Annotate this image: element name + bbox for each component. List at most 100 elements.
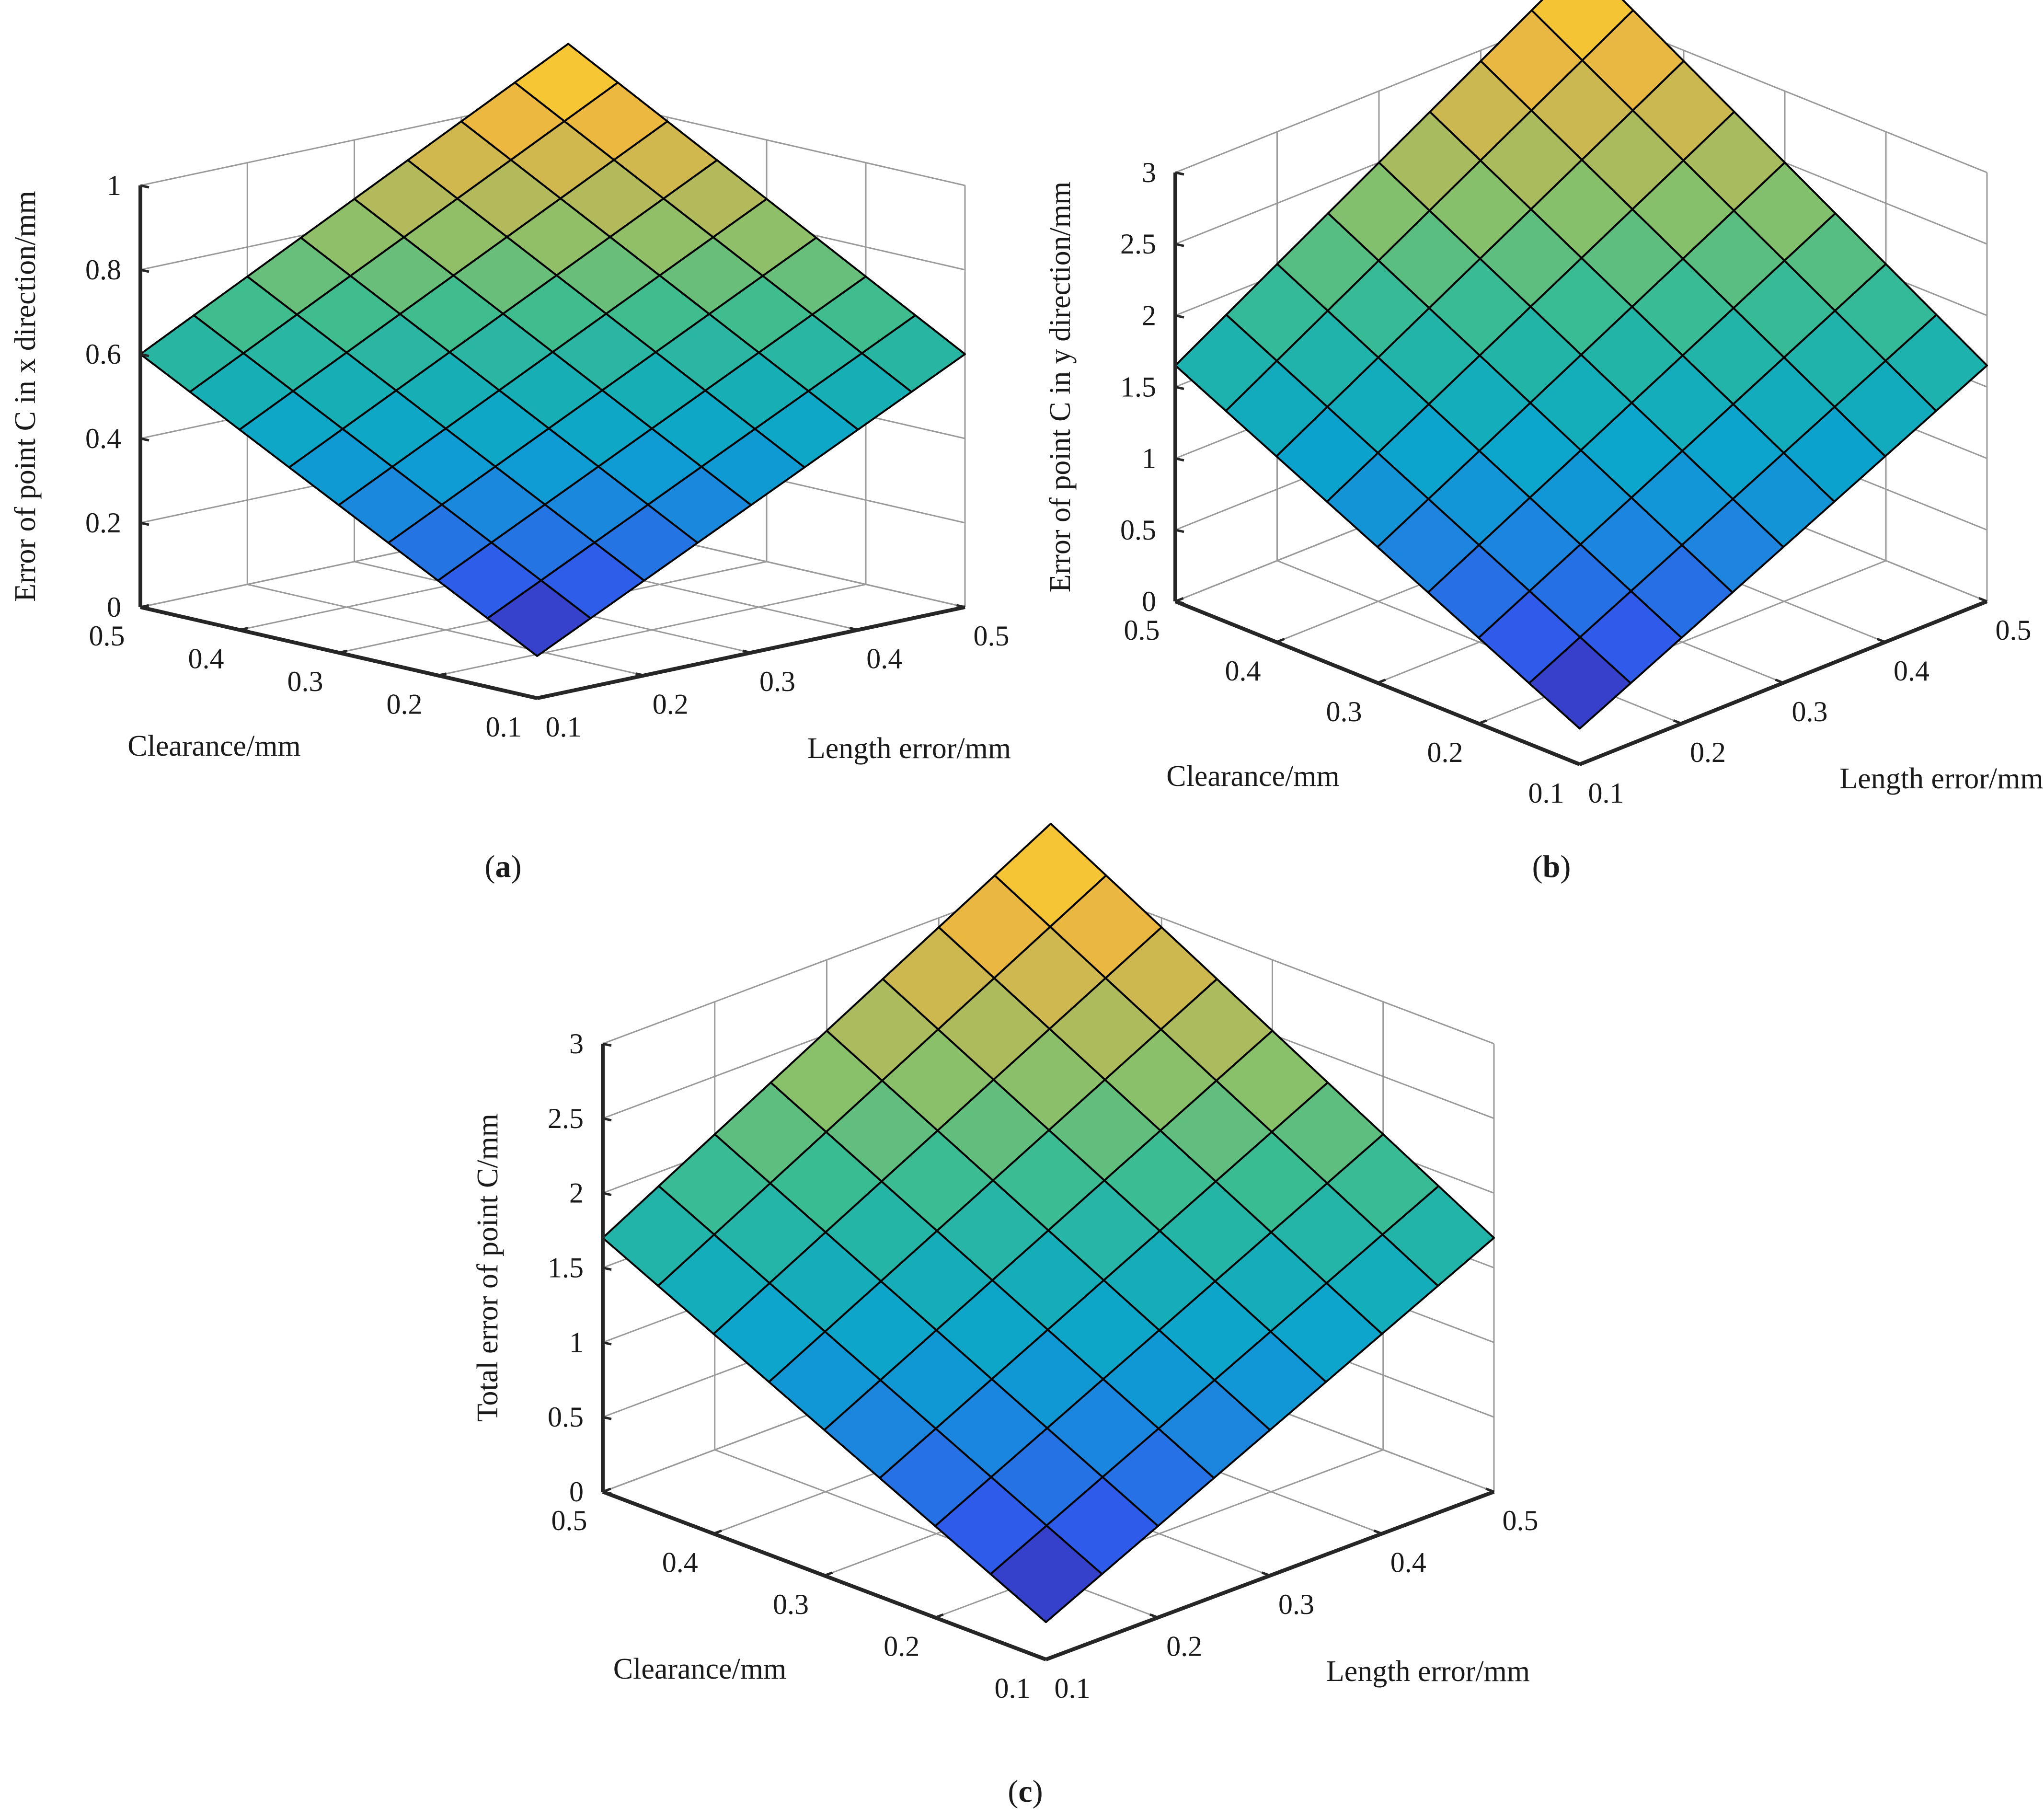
x-axis-label: Clearance/mm (613, 1653, 787, 1685)
y-tick-label: 0.3 (759, 666, 795, 697)
z-tick (1175, 171, 1184, 176)
z-tick-label: 2 (569, 1177, 584, 1209)
x-tick-label: 0.3 (773, 1589, 809, 1620)
z-tick-label: 3 (1142, 157, 1156, 188)
y-axis-label: Length error/mm (1839, 762, 2043, 795)
y-tick (635, 672, 644, 677)
y-tick (1485, 1487, 1494, 1493)
panel-a-chart: 0.10.20.30.40.50.10.20.30.40.500.20.40.6… (9, 43, 1011, 884)
y-axis-label: Length error/mm (1326, 1655, 1530, 1688)
x-tick-label: 0.5 (551, 1505, 587, 1536)
z-tick (1175, 386, 1184, 390)
z-tick (602, 1416, 612, 1420)
z-axis-label: Total error of point C/mm (471, 1114, 504, 1422)
x-tick-label: 0.1 (1528, 777, 1564, 809)
x-tick-label: 0.2 (884, 1631, 919, 1662)
y-tick-label: 0.2 (653, 689, 689, 720)
z-axis-label: Error of point C in y direction/mm (1044, 182, 1077, 593)
x-tick (1377, 678, 1386, 684)
y-tick (528, 695, 538, 700)
axes: 0.10.20.30.40.50.10.20.30.40.500.20.40.6… (85, 170, 1010, 743)
z-tick-label: 3 (569, 1028, 584, 1060)
z-tick-label: 0.8 (85, 254, 121, 286)
z-tick-label: 1 (569, 1326, 584, 1358)
y-tick (1775, 678, 1784, 684)
z-tick (602, 1267, 612, 1271)
z-tick-label: 0.4 (85, 423, 121, 454)
z-tick (140, 353, 149, 357)
axes: 0.10.20.30.40.50.10.20.30.40.500.511.522… (1120, 157, 2032, 809)
z-tick (140, 437, 149, 442)
z-tick (602, 1341, 612, 1346)
y-axis-label: Length error/mm (807, 732, 1011, 765)
x-tick-label: 0.5 (89, 620, 125, 652)
x-tick (1045, 1655, 1055, 1661)
panel-label: (c) (1008, 1774, 1043, 1809)
z-tick (602, 1042, 612, 1047)
x-tick (239, 627, 249, 631)
z-tick (140, 521, 149, 526)
y-tick-label: 0.5 (1996, 614, 2032, 646)
y-tick-label: 0.2 (1690, 737, 1726, 768)
x-tick-label: 0.2 (387, 689, 423, 720)
x-tick (537, 695, 546, 700)
y-tick (1037, 1655, 1046, 1661)
y-tick (742, 649, 752, 654)
z-tick-label: 0.5 (1120, 514, 1156, 546)
z-tick (1175, 242, 1184, 247)
z-tick (1175, 529, 1184, 533)
y-tick (956, 604, 965, 609)
z-tick-label: 0.6 (85, 338, 121, 370)
z-tick (602, 1192, 612, 1197)
surface (139, 43, 966, 657)
x-tick (1478, 719, 1487, 725)
y-tick-label: 0.1 (546, 711, 582, 743)
y-tick-label: 0.5 (1503, 1505, 1539, 1536)
x-tick (824, 1571, 833, 1577)
x-tick (713, 1529, 722, 1535)
z-tick (140, 184, 149, 189)
x-tick-label: 0.2 (1427, 737, 1463, 768)
x-tick (437, 672, 447, 677)
z-tick-label: 0.2 (85, 507, 121, 539)
panel-b-chart: 0.10.20.30.40.50.10.20.30.40.500.511.522… (1044, 0, 2044, 884)
x-tick-label: 0.1 (995, 1672, 1031, 1704)
y-tick-label: 0.2 (1166, 1631, 1202, 1662)
x-tick (338, 649, 348, 654)
z-tick-label: 1 (1142, 443, 1156, 474)
y-tick-label: 0.3 (1792, 696, 1828, 727)
x-tick-label: 0.1 (486, 711, 522, 743)
z-tick-label: 2 (1142, 299, 1156, 331)
y-tick (1373, 1529, 1383, 1535)
y-tick-label: 0.1 (1588, 777, 1624, 809)
y-tick-label: 0.3 (1278, 1589, 1314, 1620)
surface-cell (989, 1524, 1103, 1624)
z-tick (1175, 314, 1184, 319)
y-tick (1673, 719, 1682, 725)
x-tick (1579, 760, 1588, 766)
z-tick-label: 0 (1142, 586, 1156, 617)
y-tick (1978, 597, 1987, 603)
x-tick (934, 1613, 944, 1619)
y-tick (1149, 1613, 1159, 1619)
y-tick-label: 0.4 (1390, 1547, 1426, 1578)
z-tick-label: 0 (107, 591, 121, 623)
surface (602, 822, 1495, 1624)
z-tick (140, 606, 149, 611)
z-axis-label: Error of point C in x direction/mm (9, 191, 42, 602)
x-axis-label: Clearance/mm (127, 730, 301, 762)
x-tick-label: 0.4 (662, 1547, 698, 1578)
surface (1174, 0, 1988, 730)
x-tick (1276, 637, 1285, 644)
axes: 0.10.20.30.40.50.10.20.30.40.500.511.522… (548, 1028, 1539, 1704)
panel-label: (b) (1532, 849, 1571, 884)
x-axis-label: Clearance/mm (1166, 760, 1340, 793)
y-tick-label: 0.1 (1055, 1672, 1091, 1704)
panel-c-chart: 0.10.20.30.40.50.10.20.30.40.500.511.522… (471, 822, 1539, 1809)
z-tick-label: 1 (107, 170, 121, 201)
z-tick (602, 1490, 612, 1495)
y-tick (1261, 1571, 1271, 1577)
z-tick (602, 1117, 612, 1122)
y-tick-label: 0.5 (974, 620, 1010, 652)
